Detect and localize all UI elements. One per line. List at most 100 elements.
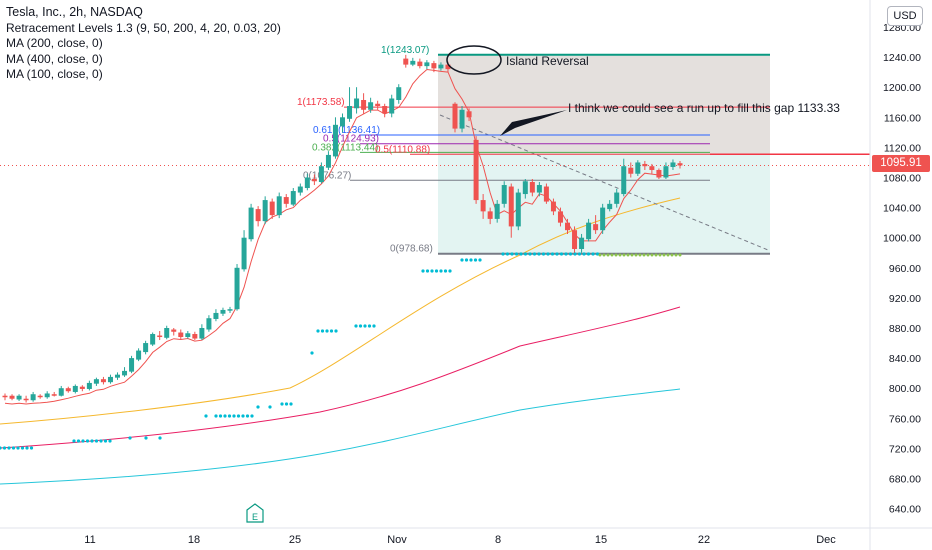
indicator-dot [320,329,325,333]
candle-body [445,64,451,70]
candle-body [100,379,106,383]
candle-body [2,395,8,398]
candle-body [452,103,458,129]
candle-body [579,237,585,249]
indicator-dot [460,258,464,262]
indicator-dot [638,253,642,257]
indicator-dot [103,439,108,443]
indicator-dot [250,414,254,418]
fib-level-label: 1(1243.07) [381,45,429,56]
indicator-dot [29,446,34,450]
price-tick-label: 1160.00 [884,112,921,124]
indicator-dot [448,269,452,273]
indicator-dot [372,324,376,328]
candle-body [234,267,240,310]
candle-body [466,111,472,118]
indicator-dot [602,253,606,257]
indicator-dot [670,253,674,257]
price-tick-label: 880.00 [889,323,921,335]
indicator-dot [218,414,223,418]
candle-body [621,166,627,195]
candle-body [199,328,205,339]
time-tick-label: 15 [595,534,607,546]
indicator-dot [528,252,532,256]
candle-body [297,186,303,193]
candle-body [494,203,500,219]
price-tick-label: 1040.00 [883,203,921,215]
earnings-marker-label: E [252,512,258,522]
price-tick-label: 1240.00 [883,52,921,64]
indicator-dot [478,258,482,262]
candle-body [487,211,493,219]
gap-fill-note: I think we could see a run up to fill th… [568,101,840,115]
indicator-dot [532,252,537,256]
indicator-dot [606,253,610,257]
time-tick-label: 18 [188,534,200,546]
candle-body [227,309,233,311]
indicator-dot [646,253,650,257]
indicator-dot [310,351,314,355]
price-tick-label: 720.00 [889,443,921,455]
indicator-dot [85,439,90,443]
indicator-ma200[interactable]: MA (200, close, 0) [6,36,103,50]
indicator-dot [354,324,358,328]
indicator-dot [678,253,682,257]
indicator-dot [634,253,638,257]
candle-body [473,139,479,201]
indicator-dot [363,324,367,328]
price-tick-label: 960.00 [889,263,921,275]
candle-body [600,207,606,231]
candle-body [382,106,388,114]
candle-body [522,181,528,195]
candle-body [403,58,409,65]
indicator-dot [568,252,573,256]
price-tick-label: 920.00 [889,293,921,305]
indicator-dot [642,253,646,257]
candle-body [593,224,599,231]
price-tick-label: 1120.00 [884,142,921,154]
candle-body [23,398,29,401]
candle-body [44,393,50,398]
indicator-dot [329,329,334,333]
candle-body [276,196,282,216]
candle-body [206,318,212,330]
candle-body [642,163,648,167]
indicator-ma400[interactable]: MA (400, close, 0) [6,51,103,66]
indicator-dot [546,252,550,256]
indicator-dot [280,402,284,406]
ma100-line [0,197,681,425]
price-tick-label: 800.00 [889,383,921,395]
candle-body [311,179,317,182]
candle-body [79,386,85,389]
indicator-dot [658,253,662,257]
indicator-dot [245,414,250,418]
candle-body [318,166,324,183]
indicator-ma100[interactable]: MA (100, close, 0) [6,67,103,81]
candle-body [51,394,57,396]
indicator-dot [626,253,630,257]
earnings-marker [246,503,264,523]
currency-button[interactable]: USD [887,6,923,26]
candle-body [607,203,613,210]
indicator-dot [666,253,670,257]
indicator-dot [425,269,430,273]
indicator-dot [505,252,510,256]
indicator-dot [289,402,293,406]
candle-body [347,106,353,119]
island-reversal-label: Island Reversal [506,54,589,68]
indicator-dot [591,252,595,256]
indicator-dot [630,253,634,257]
indicator-dot [325,329,329,333]
indicator-dot [523,252,528,256]
candle-body [150,334,156,345]
indicator-dot [268,405,272,409]
candle-body [283,197,289,204]
indicator-dot [559,252,564,256]
indicator-dot [582,252,586,256]
indicator-dot [158,436,162,440]
indicator-retracement[interactable]: Retracement Levels 1.3 (9, 50, 200, 4, 2… [6,20,281,35]
indicator-dot [598,253,602,257]
candle-body [304,177,310,189]
candle-body [515,192,521,227]
